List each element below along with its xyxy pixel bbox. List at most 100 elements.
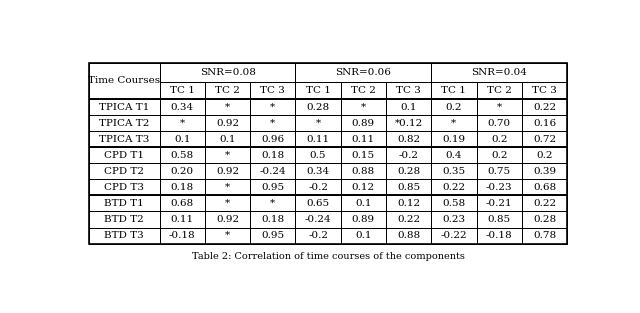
Text: 0.22: 0.22: [533, 199, 556, 208]
Text: 0.68: 0.68: [533, 183, 556, 192]
Bar: [89, 131, 160, 147]
Bar: [340, 82, 386, 99]
Text: TC 2: TC 2: [351, 86, 376, 95]
Bar: [250, 212, 296, 228]
Bar: [89, 163, 160, 179]
Text: TC 2: TC 2: [215, 86, 240, 95]
Text: CPD T1: CPD T1: [104, 151, 144, 160]
Bar: [431, 99, 477, 115]
Text: 0.16: 0.16: [533, 119, 556, 128]
Text: SNR=0.06: SNR=0.06: [335, 68, 391, 77]
Text: 0.72: 0.72: [533, 135, 556, 144]
Text: 0.39: 0.39: [533, 167, 556, 176]
Text: 0.20: 0.20: [171, 167, 194, 176]
Bar: [205, 131, 250, 147]
Bar: [386, 131, 431, 147]
Bar: [205, 147, 250, 163]
Text: *: *: [270, 119, 275, 128]
Bar: [160, 131, 205, 147]
Bar: [431, 212, 477, 228]
Bar: [296, 147, 340, 163]
Bar: [431, 228, 477, 244]
Text: -0.21: -0.21: [486, 199, 513, 208]
Bar: [431, 195, 477, 212]
Bar: [89, 63, 160, 99]
Bar: [386, 228, 431, 244]
Text: *: *: [270, 103, 275, 111]
Bar: [477, 99, 522, 115]
Text: 0.58: 0.58: [442, 199, 465, 208]
Text: 0.88: 0.88: [352, 167, 375, 176]
Bar: [296, 82, 340, 99]
Text: 0.22: 0.22: [397, 215, 420, 224]
Bar: [205, 115, 250, 131]
Text: *0.12: *0.12: [394, 119, 423, 128]
Bar: [160, 228, 205, 244]
Bar: [477, 179, 522, 195]
Bar: [89, 179, 160, 195]
Text: 0.35: 0.35: [442, 167, 465, 176]
Text: 0.82: 0.82: [397, 135, 420, 144]
Bar: [160, 115, 205, 131]
Bar: [205, 163, 250, 179]
Text: 0.23: 0.23: [442, 215, 465, 224]
Bar: [160, 82, 205, 99]
Bar: [89, 212, 160, 228]
Text: 0.1: 0.1: [220, 135, 236, 144]
Text: 0.22: 0.22: [533, 103, 556, 111]
Text: 0.5: 0.5: [310, 151, 326, 160]
Bar: [205, 82, 250, 99]
Bar: [250, 99, 296, 115]
Bar: [340, 163, 386, 179]
Bar: [522, 228, 567, 244]
Bar: [205, 195, 250, 212]
Bar: [340, 147, 386, 163]
Text: 0.85: 0.85: [397, 183, 420, 192]
Text: 0.18: 0.18: [171, 183, 194, 192]
Bar: [477, 228, 522, 244]
Text: TC 3: TC 3: [260, 86, 285, 95]
Bar: [296, 63, 431, 82]
Text: 0.89: 0.89: [352, 119, 375, 128]
Bar: [477, 131, 522, 147]
Text: 0.28: 0.28: [397, 167, 420, 176]
Text: 0.28: 0.28: [307, 103, 330, 111]
Bar: [386, 212, 431, 228]
Bar: [477, 195, 522, 212]
Bar: [160, 163, 205, 179]
Text: 0.96: 0.96: [261, 135, 284, 144]
Text: 0.92: 0.92: [216, 167, 239, 176]
Text: BTD T1: BTD T1: [104, 199, 144, 208]
Text: 0.11: 0.11: [171, 215, 194, 224]
Text: 0.28: 0.28: [533, 215, 556, 224]
Bar: [296, 99, 340, 115]
Text: -0.24: -0.24: [305, 215, 332, 224]
Text: 0.2: 0.2: [491, 151, 508, 160]
Bar: [340, 195, 386, 212]
Text: 0.65: 0.65: [307, 199, 330, 208]
Text: 0.18: 0.18: [261, 151, 284, 160]
Bar: [250, 147, 296, 163]
Text: *: *: [497, 103, 502, 111]
Text: 0.34: 0.34: [307, 167, 330, 176]
Text: *: *: [225, 231, 230, 240]
Bar: [296, 131, 340, 147]
Bar: [296, 212, 340, 228]
Bar: [340, 115, 386, 131]
Text: 0.11: 0.11: [307, 135, 330, 144]
Bar: [296, 115, 340, 131]
Bar: [296, 195, 340, 212]
Bar: [477, 115, 522, 131]
Text: 0.88: 0.88: [397, 231, 420, 240]
Bar: [340, 179, 386, 195]
Bar: [340, 228, 386, 244]
Text: 0.89: 0.89: [352, 215, 375, 224]
Bar: [296, 179, 340, 195]
Text: 0.2: 0.2: [536, 151, 553, 160]
Bar: [160, 63, 296, 82]
Text: 0.22: 0.22: [442, 183, 465, 192]
Text: 0.1: 0.1: [355, 199, 372, 208]
Bar: [89, 228, 160, 244]
Text: 0.2: 0.2: [445, 103, 462, 111]
Bar: [340, 131, 386, 147]
